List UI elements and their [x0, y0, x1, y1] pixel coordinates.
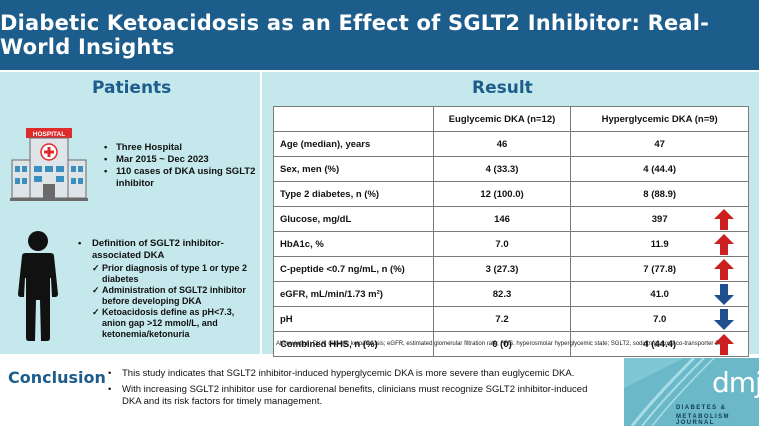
hyperglycemic-value: 4 (44.4): [570, 331, 749, 357]
table-header-row: Euglycemic DKA (n=12) Hyperglycemic DKA …: [273, 106, 749, 132]
hyperglycemic-value-text: 41.0: [650, 288, 669, 300]
hyperglycemic-value-text: 7.0: [653, 313, 667, 325]
euglycemic-value: 7.0: [432, 231, 572, 257]
row-label: Sex, men (%): [273, 156, 434, 182]
euglycemic-value: 4 (33.3): [432, 156, 572, 182]
euglycemic-value: 82.3: [432, 281, 572, 307]
euglycemic-value: 12 (100.0): [432, 181, 572, 207]
hyperglycemic-value: 11.9: [570, 231, 749, 257]
hyperglycemic-value: 8 (88.9): [570, 181, 749, 207]
column-header: [273, 106, 434, 132]
hyperglycemic-value: 7 (77.8): [570, 256, 749, 282]
table-row: pH 7.2 7.0: [273, 306, 749, 332]
hyperglycemic-value: 7.0: [570, 306, 749, 332]
hyperglycemic-value-text: 47: [654, 138, 665, 150]
logo-stripes-icon: [624, 358, 759, 426]
arrow-up-icon: [714, 234, 734, 255]
definition-heading: Definition of SGLT2 inhibitor-associated…: [74, 238, 258, 261]
table-row: Age (median), years 46 47: [273, 131, 749, 157]
hyperglycemic-value: 397: [570, 206, 749, 232]
euglycemic-value: 0 (0): [432, 331, 572, 357]
hyperglycemic-value-text: 11.9: [650, 238, 669, 250]
list-item: Three Hospital: [102, 142, 257, 154]
hyperglycemic-value-text: 8 (88.9): [643, 188, 677, 200]
row-label: C-peptide <0.7 ng/mL, n (%): [273, 256, 434, 282]
row-label: Type 2 diabetes, n (%): [273, 181, 434, 207]
check-item: Administration of SGLT2 inhibitor before…: [92, 285, 258, 307]
row-label: Glucose, mg/dL: [273, 206, 434, 232]
hospital-icon: HOSPITAL: [10, 128, 88, 201]
row-label: Age (median), years: [273, 131, 434, 157]
row-label: pH: [273, 306, 434, 332]
column-header: Hyperglycemic DKA (n=9): [570, 106, 749, 132]
hyperglycemic-value: 41.0: [570, 281, 749, 307]
euglycemic-value: 146: [432, 206, 572, 232]
hyperglycemic-value: 4 (44.4): [570, 156, 749, 182]
logo-line-2: METABOLISM JOURNAL: [676, 414, 730, 426]
arrow-up-icon: [714, 334, 734, 355]
result-title: Result: [472, 78, 533, 98]
logo-line-1: DIABETES &: [676, 405, 727, 411]
table-row: Combined HHS, n (%) 0 (0) 4 (44.4): [273, 331, 749, 357]
header-banner: Diabetic Ketoacidosis as an Effect of SG…: [0, 0, 759, 70]
table-row: Type 2 diabetes, n (%) 12 (100.0) 8 (88.9): [273, 181, 749, 207]
hyperglycemic-value-text: 397: [651, 213, 668, 225]
row-label: eGFR, mL/min/1.73 m²): [273, 281, 434, 307]
euglycemic-value: 3 (27.3): [432, 256, 572, 282]
list-item: This study indicates that SGLT2 inhibito…: [108, 368, 608, 380]
person-icon: [18, 231, 58, 341]
conclusion-label: Conclusion: [8, 368, 106, 387]
arrow-down-icon: [714, 309, 734, 330]
check-item: Ketoacidosis define as pH<7.3, anion gap…: [92, 307, 258, 340]
list-item: 110 cases of DKA using SGLT2 inhibitor: [102, 166, 257, 190]
table-row: Glucose, mg/dL 146 397: [273, 206, 749, 232]
abbreviation-note: Abbreviation: DKA, diabetic ketoacidosis…: [276, 341, 721, 347]
list-item: Mar 2015 ~ Dec 2023: [102, 154, 257, 166]
euglycemic-value: 7.2: [432, 306, 572, 332]
conclusion-list: This study indicates that SGLT2 inhibito…: [108, 368, 608, 412]
patients-title: Patients: [92, 78, 172, 98]
hyperglycemic-value-text: 4 (44.4): [643, 163, 677, 175]
column-header: Euglycemic DKA (n=12): [432, 106, 572, 132]
patients-panel: Patients HOSPITAL Three Hospital Mar 201…: [0, 72, 260, 354]
row-label: HbA1c, %: [273, 231, 434, 257]
result-table: Euglycemic DKA (n=12) Hyperglycemic DKA …: [273, 106, 749, 357]
definition-block: Definition of SGLT2 inhibitor-associated…: [74, 238, 258, 340]
hyperglycemic-value: 47: [570, 131, 749, 157]
hospital-sign: HOSPITAL: [33, 131, 65, 138]
logo-mark: dmj: [712, 366, 759, 399]
hyperglycemic-value-text: 7 (77.8): [643, 263, 677, 275]
table-row: HbA1c, % 7.0 11.9: [273, 231, 749, 257]
check-item: Prior diagnosis of type 1 or type 2 diab…: [92, 263, 258, 285]
page-title: Diabetic Ketoacidosis as an Effect of SG…: [0, 11, 710, 59]
arrow-up-icon: [714, 209, 734, 230]
result-panel: Result Euglycemic DKA (n=12) Hyperglycem…: [262, 72, 759, 357]
euglycemic-value: 46: [432, 131, 572, 157]
hyperglycemic-value-text: 4 (44.4): [643, 338, 677, 350]
list-item: With increasing SGLT2 inhibitor use for …: [108, 384, 608, 408]
table-row: eGFR, mL/min/1.73 m²) 82.3 41.0: [273, 281, 749, 307]
table-row: Sex, men (%) 4 (33.3) 4 (44.4): [273, 156, 749, 182]
patients-bullets: Three Hospital Mar 2015 ~ Dec 2023 110 c…: [102, 142, 257, 190]
arrow-up-icon: [714, 259, 734, 280]
table-row: C-peptide <0.7 ng/mL, n (%) 3 (27.3) 7 (77…: [273, 256, 749, 282]
arrow-down-icon: [714, 284, 734, 305]
journal-logo: dmj DIABETES & METABOLISM JOURNAL: [624, 358, 759, 426]
row-label: Combined HHS, n (%): [273, 331, 434, 357]
